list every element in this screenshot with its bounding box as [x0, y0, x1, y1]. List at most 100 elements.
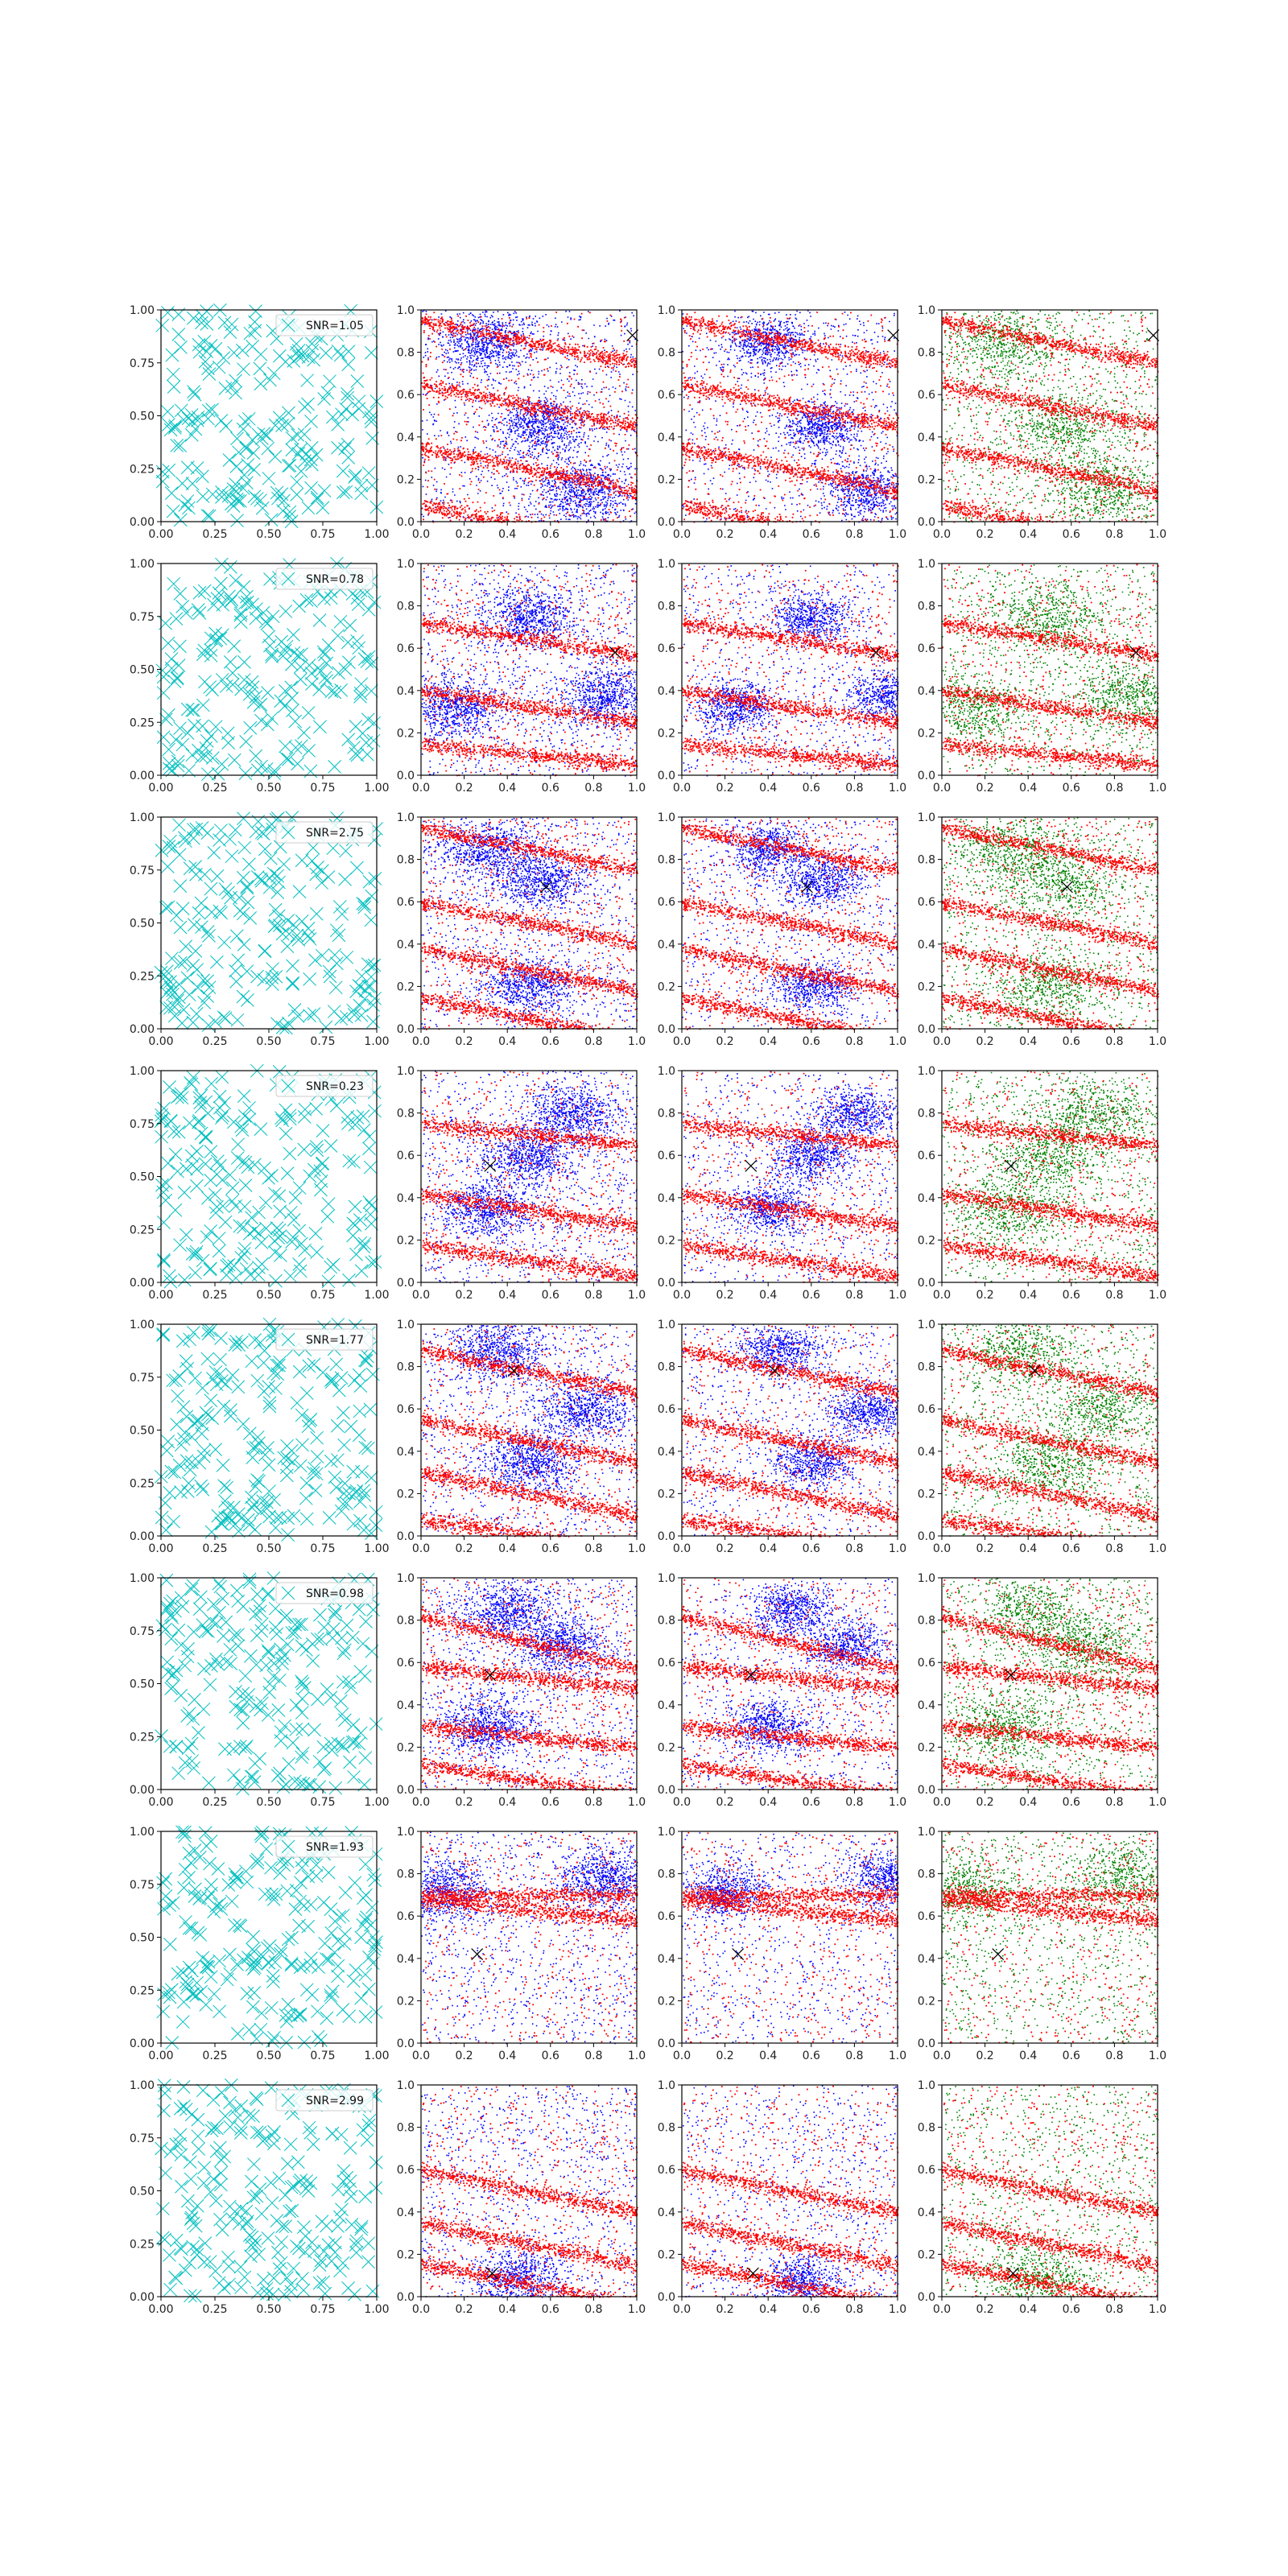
data-point	[341, 1117, 355, 1130]
data-point	[198, 675, 212, 689]
data-point	[364, 683, 378, 698]
data-point	[206, 2093, 221, 2107]
x-tick-label: 0.4	[1019, 1035, 1037, 1048]
data-point	[224, 594, 238, 609]
data-point	[286, 1736, 300, 1750]
data-point	[197, 643, 212, 658]
cyan-markers	[155, 303, 384, 529]
data-point	[246, 1441, 260, 1455]
data-point	[185, 1247, 200, 1261]
data-point	[237, 580, 251, 594]
x-tick-label: 0.00	[148, 2050, 173, 2062]
data-point	[336, 1646, 351, 1661]
x-tick-label: 1.0	[628, 528, 646, 541]
data-point	[235, 1123, 250, 1137]
data-point	[262, 1587, 275, 1600]
data-point	[270, 1017, 284, 1031]
data-point	[287, 628, 300, 642]
data-point	[303, 1169, 317, 1183]
data-point	[184, 1921, 199, 1935]
x-tick-label: 1.0	[628, 1289, 646, 1302]
data-point	[346, 1003, 361, 1018]
panel-r7-c0-ticks: 0.00 0.25 0.50 0.75 1.000.000.250.500.751.00	[130, 2079, 390, 2316]
data-point	[163, 1739, 177, 1753]
data-point	[170, 671, 184, 684]
data-point	[283, 2137, 298, 2152]
data-point	[241, 1160, 255, 1174]
data-point	[177, 1186, 192, 1199]
data-point	[250, 1587, 264, 1601]
y-tick-label: 0.6	[397, 896, 415, 909]
y-tick-label: 0.75	[130, 1372, 155, 1385]
data-point	[324, 1260, 337, 1274]
data-point	[233, 2260, 248, 2274]
data-point	[210, 869, 225, 883]
data-point	[305, 457, 319, 472]
data-point	[361, 603, 376, 617]
data-point	[292, 1918, 306, 1933]
data-point	[261, 1644, 275, 1658]
data-point	[244, 1769, 258, 1784]
data-point	[337, 1438, 351, 1452]
target-marker	[1129, 646, 1142, 658]
data-point	[184, 1430, 199, 1444]
data-point	[173, 439, 188, 452]
data-point	[339, 485, 353, 499]
data-point	[233, 1219, 247, 1233]
data-point	[284, 1956, 299, 1971]
data-point	[191, 410, 205, 424]
data-point	[361, 1982, 376, 1996]
data-point	[204, 1393, 218, 1408]
data-point	[171, 1967, 185, 1981]
data-point	[161, 1156, 175, 1170]
data-point	[229, 1699, 243, 1714]
y-tick-label: 1.0	[658, 558, 675, 571]
data-point	[214, 2153, 229, 2167]
data-point	[242, 857, 256, 871]
data-point	[320, 1682, 334, 1696]
panel-r0-c3: 0.0 0.2 0.4 0.6 0.8 1.00.00.20.40.60.81.0	[918, 304, 1166, 541]
data-point	[354, 1008, 369, 1022]
data-point	[364, 1471, 378, 1485]
data-point	[187, 918, 201, 932]
data-point	[361, 466, 376, 480]
data-point	[216, 1108, 229, 1123]
data-point	[361, 1441, 375, 1455]
data-point	[279, 2014, 294, 2029]
data-point	[204, 1886, 218, 1901]
y-tick-label: 1.0	[918, 558, 935, 571]
data-point	[163, 975, 177, 989]
data-point	[275, 1113, 290, 1128]
target-marker	[1005, 1669, 1018, 1682]
x-tick-label: 0.75	[310, 2303, 335, 2316]
panel-r1-c3-ticks: 0.0 0.2 0.4 0.6 0.8 1.00.00.20.40.60.81.0	[918, 558, 1166, 795]
data-point	[308, 1484, 323, 1497]
data-point	[210, 955, 224, 969]
data-point	[349, 720, 363, 733]
y-tick-label: 0.2	[918, 727, 935, 740]
data-point	[220, 1480, 234, 1495]
data-point	[268, 902, 283, 917]
data-point	[190, 2198, 204, 2213]
data-point	[316, 2275, 331, 2289]
y-tick-label: 1.00	[130, 2079, 155, 2092]
data-point	[239, 441, 254, 456]
y-tick-label: 0.0	[918, 1023, 935, 1036]
data-point	[295, 1617, 308, 1632]
data-point	[204, 1076, 219, 1091]
data-point	[352, 402, 366, 416]
data-point	[162, 742, 175, 757]
data-point	[337, 1937, 352, 1951]
data-point	[209, 1377, 224, 1392]
target-marker	[486, 2267, 498, 2280]
data-point	[353, 1213, 367, 1227]
data-point	[308, 1226, 323, 1241]
y-tick-label: 0.6	[918, 2164, 935, 2177]
data-point	[212, 360, 226, 374]
y-tick-label: 0.6	[397, 2164, 415, 2177]
data-point	[200, 1959, 214, 1974]
data-point	[218, 2109, 233, 2124]
data-point	[208, 1187, 222, 1202]
y-tick-label: 0.4	[918, 1953, 935, 1966]
